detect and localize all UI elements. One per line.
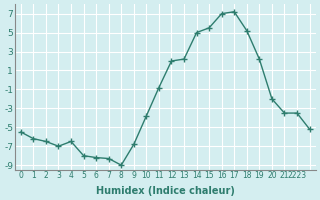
X-axis label: Humidex (Indice chaleur): Humidex (Indice chaleur) [96, 186, 235, 196]
